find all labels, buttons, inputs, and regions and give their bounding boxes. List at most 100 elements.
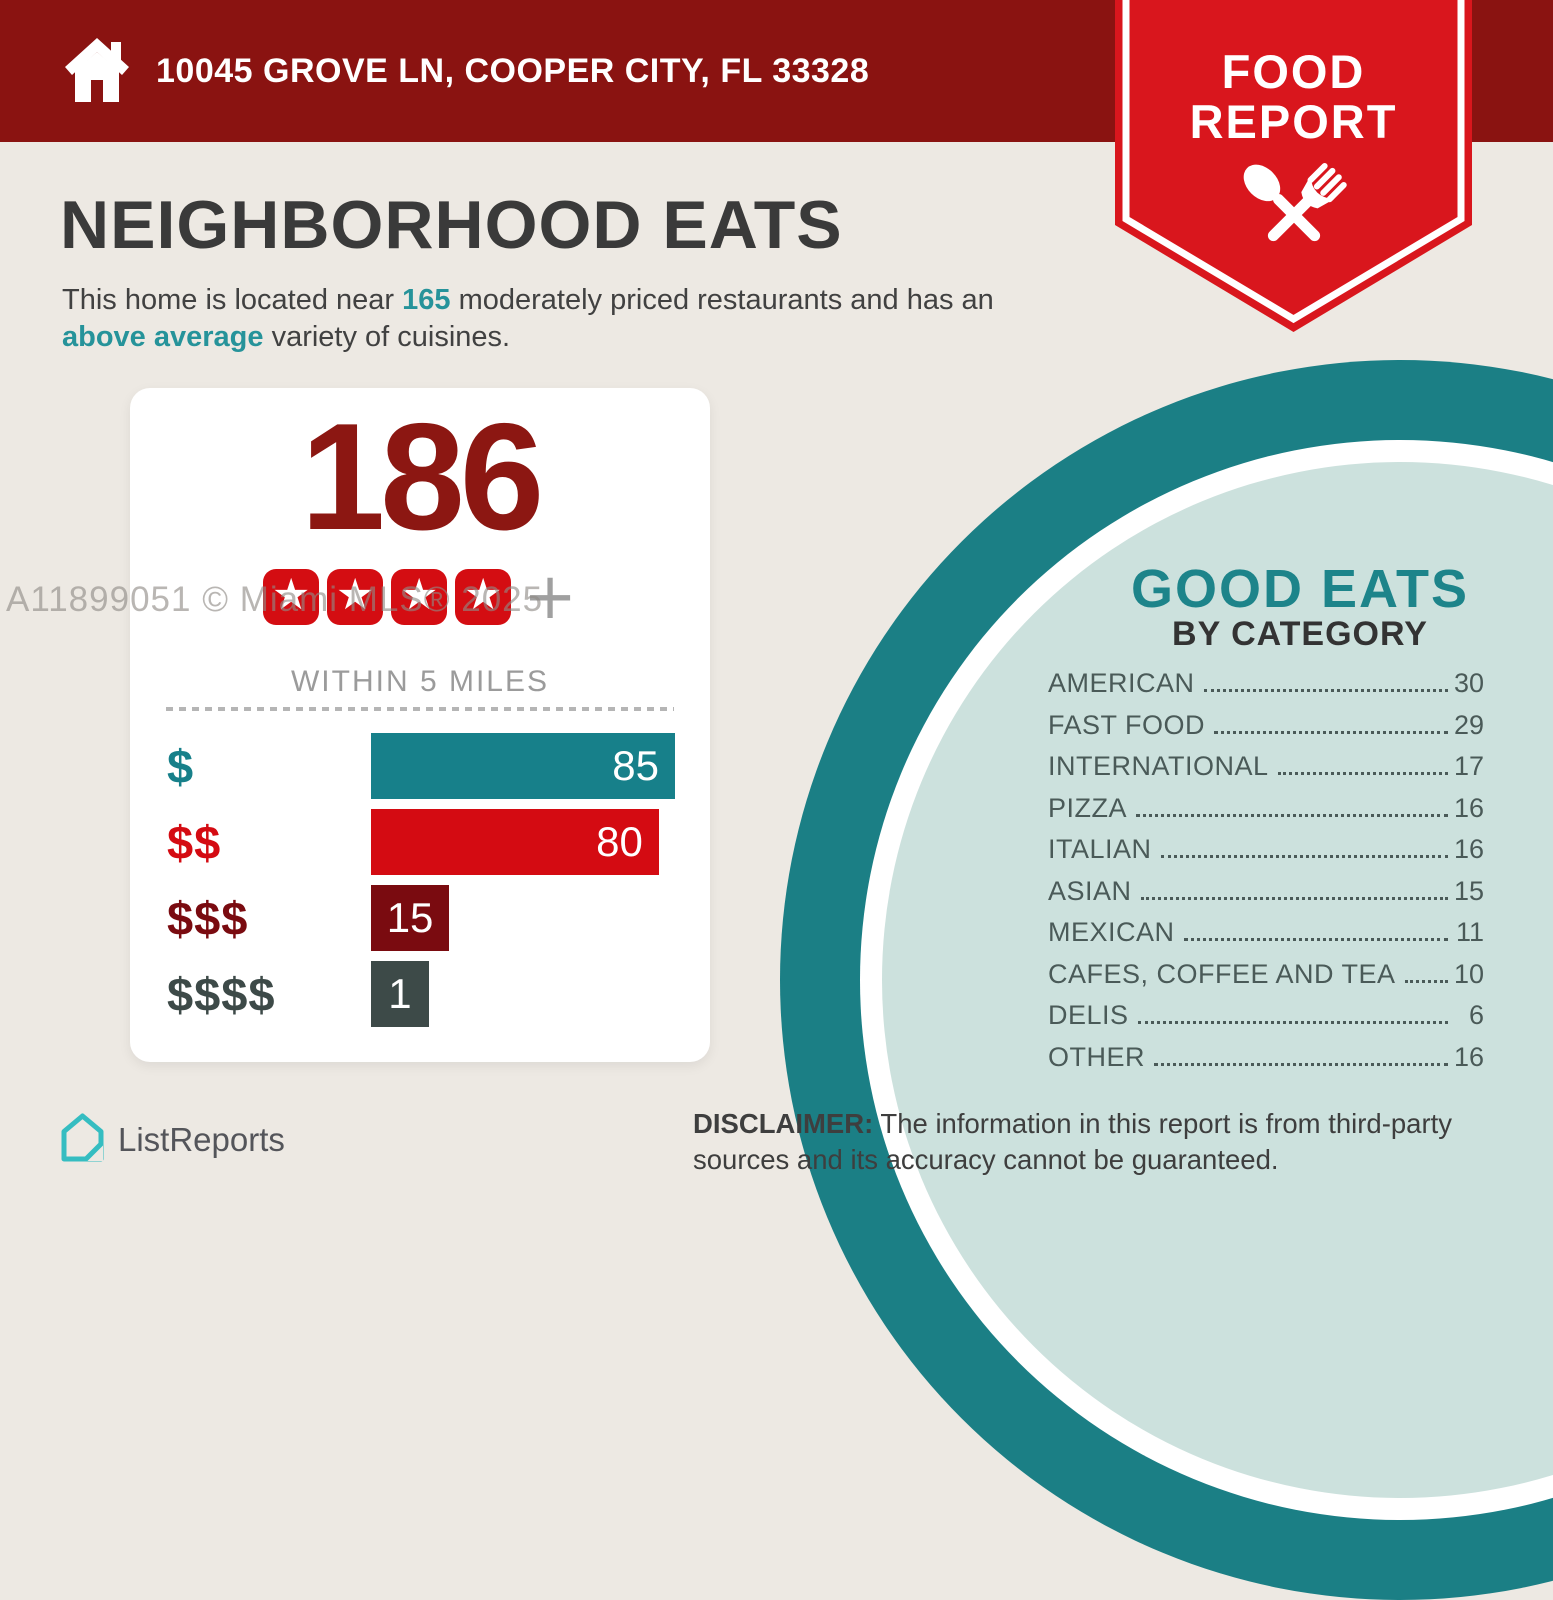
price-label: $$$ [167, 891, 249, 945]
disclaimer-label: DISCLAIMER: [693, 1108, 874, 1139]
bar-value: 1 [388, 970, 412, 1018]
category-label: FAST FOOD [1048, 709, 1206, 740]
category-row: DELIS 6 [1048, 1000, 1484, 1042]
category-value: 15 [1453, 875, 1484, 906]
star-glyph: ★ [335, 570, 375, 621]
stars-row: ★ ★ ★ ★ + [130, 560, 710, 635]
stats-card: 186 ★ ★ ★ ★ + WITHIN 5 MILES $85 $$ 80 $$$ 15 $$… [130, 388, 710, 1062]
star-glyph: ★ [463, 570, 503, 621]
category-dots [1160, 855, 1448, 858]
category-row: MEXICAN 11 [1048, 917, 1484, 959]
category-value: 30 [1453, 668, 1484, 698]
bar-value: 15 [386, 894, 434, 942]
category-label: PIZZA [1048, 792, 1128, 823]
bar-value: 85 [612, 742, 659, 790]
badge-title-line1: FOOD [1221, 45, 1366, 98]
total-count: 186 [300, 392, 545, 562]
bar-area: 80 [371, 809, 675, 876]
utensils-icon [1233, 158, 1355, 269]
category-dots [1203, 689, 1448, 692]
category-row: INTERNATIONAL 17 [1048, 751, 1484, 793]
category-label: CAFES, COFFEE AND TEA [1048, 958, 1396, 989]
star-icon: ★ [391, 569, 448, 626]
category-value: 16 [1453, 792, 1484, 823]
badge-title-line2: REPORT [1189, 95, 1398, 148]
category-value: 16 [1453, 834, 1484, 864]
intro-segment: variety of cuisines. [263, 320, 511, 353]
star-icon: ★ [327, 569, 384, 626]
dashed-divider [166, 707, 674, 712]
category-value: 17 [1453, 751, 1484, 781]
food-report-badge: FOOD REPORT [1115, 0, 1472, 332]
plus-icon: + [523, 560, 577, 635]
bar-area: 15 [371, 885, 675, 952]
star-glyph: ★ [271, 570, 311, 621]
price-bar: 85 [371, 733, 675, 800]
page-title: NEIGHBORHOOD EATS [60, 187, 843, 263]
good-eats-subtitle: BY CATEGORY [1172, 615, 1428, 653]
intro-highlight: above average [62, 320, 264, 353]
price-label: $$$$ [167, 967, 276, 1021]
category-value: 10 [1453, 958, 1484, 989]
radius-label: WITHIN 5 MILES [290, 665, 550, 699]
bar-area: 1 [371, 961, 675, 1028]
price-bar: 15 [371, 885, 450, 952]
category-label: DELIS [1048, 1000, 1129, 1030]
category-value: 11 [1455, 917, 1484, 947]
disclaimer-text: DISCLAIMER: The information in this repo… [693, 1106, 1525, 1179]
star-icon: ★ [455, 569, 512, 626]
category-list: AMERICAN 30 FAST FOOD 29 INTERNATIONAL 17 PIZZ… [1048, 668, 1484, 1083]
intro-text: This home is located near 165 moderately… [62, 282, 1022, 356]
listreports-logo-text: ListReports [118, 1121, 285, 1158]
category-label: ASIAN [1048, 875, 1132, 906]
star-glyph: ★ [399, 570, 439, 621]
home-icon [62, 34, 132, 111]
bar-value: 80 [596, 818, 643, 866]
bar-row: $$$$ 1 [130, 961, 710, 1028]
bar-row: $85 [130, 733, 710, 800]
house-page-icon [60, 1112, 105, 1168]
price-label: $ [167, 739, 195, 793]
price-bars: $85 $$ 80 $$$ 15 $$$$ 1 [130, 733, 710, 1028]
price-bar: 80 [371, 809, 659, 876]
category-dots [1404, 979, 1448, 983]
category-row: AMERICAN 30 [1048, 668, 1484, 710]
watermark-text: A11899051 © Miami MLS® 2025 [6, 580, 544, 619]
category-row: OTHER 16 [1048, 1042, 1484, 1084]
category-label: ITALIAN [1048, 834, 1152, 864]
category-dots [1277, 772, 1448, 775]
badge-shape [1115, 0, 1472, 332]
listreports-logo: ListReports [60, 1112, 285, 1168]
star-tiles: ★ ★ ★ ★ [263, 569, 512, 626]
bar-area: 85 [371, 733, 675, 800]
good-eats-title: GOOD EATS [1130, 559, 1470, 619]
category-row: FAST FOOD 29 [1048, 710, 1484, 752]
category-dots [1214, 730, 1448, 734]
price-bar: 1 [371, 961, 429, 1028]
category-row: ITALIAN 16 [1048, 834, 1484, 876]
category-value: 29 [1453, 709, 1484, 740]
category-row: PIZZA 16 [1048, 793, 1484, 835]
price-label: $$ [167, 815, 222, 869]
category-label: OTHER [1048, 1041, 1145, 1072]
category-label: INTERNATIONAL [1048, 751, 1269, 781]
disclaimer-body: The information in this report is from t… [693, 1108, 1453, 1176]
bar-row: $$$ 15 [130, 885, 710, 952]
category-label: MEXICAN [1048, 917, 1175, 947]
category-dots [1154, 1062, 1448, 1066]
category-dots [1136, 813, 1448, 817]
category-value: 16 [1453, 1041, 1484, 1072]
category-dots [1183, 938, 1448, 941]
intro-count: 165 [402, 284, 451, 316]
category-dots [1137, 1021, 1448, 1024]
category-row: CAFES, COFFEE AND TEA 10 [1048, 959, 1484, 1001]
category-value: 6 [1468, 1000, 1484, 1030]
intro-segment: This home is located near [62, 284, 403, 316]
star-icon: ★ [263, 569, 320, 626]
address-text: 10045 GROVE LN, COOPER CITY, FL 33328 [156, 51, 870, 90]
category-label: AMERICAN [1048, 668, 1195, 698]
intro-segment: moderately priced restaurants and has an [450, 284, 994, 316]
category-dots [1140, 896, 1448, 900]
category-row: ASIAN 15 [1048, 876, 1484, 918]
